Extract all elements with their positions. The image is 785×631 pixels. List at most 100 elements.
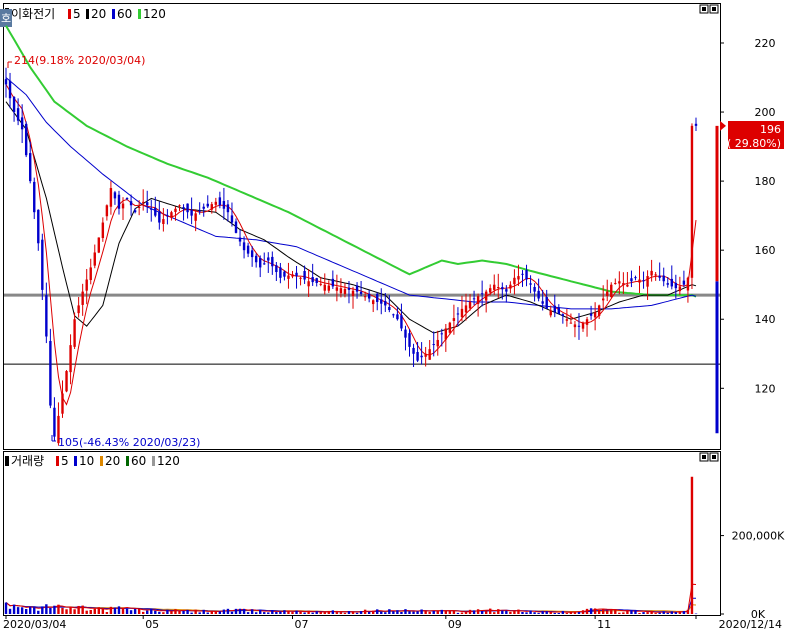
candle-body: [41, 239, 44, 290]
volume-bar: [279, 611, 282, 614]
volume-bar: [238, 608, 242, 614]
volume-bar: [162, 612, 165, 614]
volume-bar: [630, 610, 633, 614]
volume-bar: [81, 605, 84, 614]
legend-swatch: [86, 9, 89, 19]
volume-bar: [505, 610, 508, 614]
volume-bar: [16, 607, 20, 614]
volume-bar: [646, 612, 649, 614]
volume-bar: [291, 612, 294, 614]
price-panel-controls[interactable]: [699, 4, 719, 14]
candle-body: [150, 208, 153, 210]
legend-label: 120: [157, 454, 180, 468]
candle-body: [363, 296, 367, 298]
candle-body: [464, 305, 468, 313]
legend-swatch: [68, 9, 71, 19]
volume-panel-title: 거래량: [11, 454, 44, 468]
candle-body: [416, 352, 419, 361]
volume-legend: 거래량 5 10 20 60 120: [5, 454, 180, 468]
volume-bar: [618, 612, 621, 614]
y-tick-label: 180: [755, 175, 776, 188]
candle-body: [166, 215, 169, 217]
candle-body: [105, 205, 109, 217]
volume-bar: [150, 608, 153, 614]
x-tick-label: 07: [294, 618, 308, 631]
volume-bar: [335, 612, 339, 614]
candle-body: [359, 291, 363, 294]
ma20-line: [5, 101, 697, 334]
volume-bar: [557, 612, 561, 614]
candle-body: [343, 289, 347, 295]
volume-bar: [267, 612, 270, 614]
volume-bar: [178, 610, 181, 614]
volume-bar: [537, 613, 540, 614]
volume-bar: [65, 609, 68, 614]
volume-panel-controls[interactable]: [699, 452, 719, 462]
candle-body: [85, 279, 88, 291]
candle-body: [448, 322, 452, 333]
volume-bar: [452, 610, 456, 614]
candle-body: [226, 204, 230, 213]
candle-body: [331, 278, 335, 287]
candle-body: [606, 291, 609, 296]
candle-body: [125, 198, 129, 200]
volume-bar: [501, 610, 504, 614]
y-tick-label: 120: [755, 382, 776, 395]
candle-body: [557, 307, 561, 315]
current-price-pointer: [720, 120, 726, 131]
legend-marker: [5, 456, 9, 466]
volume-bar: [581, 610, 585, 614]
y-tick-label: 220: [755, 37, 776, 50]
volume-panel-frame: [3, 451, 721, 616]
candle-body: [133, 210, 137, 213]
side-badge[interactable]: [0, 9, 12, 27]
candle-body: [388, 306, 391, 311]
collapse-button-fill: [702, 7, 706, 11]
candle-body: [299, 277, 302, 279]
candle-body: [218, 197, 222, 206]
volume-bar: [363, 609, 367, 614]
volume-bar: [662, 611, 665, 614]
candle-body: [57, 415, 60, 444]
volume-bar: [460, 612, 464, 614]
candle-body: [182, 207, 185, 209]
candle-body: [198, 210, 201, 212]
volume-bar: [392, 611, 395, 614]
volume-bar: [246, 612, 250, 614]
collapse-button-fill: [702, 455, 706, 459]
volume-bar: [521, 611, 524, 614]
volume-bar: [263, 612, 266, 614]
volume-bar: [339, 612, 343, 614]
candle-body: [129, 201, 133, 206]
candle-body: [367, 293, 371, 299]
volume-bar: [141, 611, 145, 614]
volume-bar: [37, 610, 40, 614]
volume-bar: [359, 611, 363, 614]
candle-body: [371, 300, 375, 305]
candle-body: [614, 282, 617, 284]
candle-body: [339, 288, 343, 294]
volume-bar: [105, 612, 109, 614]
candle-body: [662, 275, 665, 282]
volume-bar: [166, 609, 169, 614]
legend-label: 60: [131, 454, 146, 468]
candle-body: [678, 286, 682, 292]
candle-body: [77, 305, 80, 314]
volume-bar: [77, 605, 80, 614]
candle-body: [456, 313, 460, 315]
volume-bar: [214, 611, 218, 614]
volume-bar: [432, 610, 435, 614]
volume-bar: [694, 613, 698, 615]
volume-bar: [388, 609, 391, 614]
legend-swatch: [100, 456, 103, 466]
candle-body: [355, 285, 359, 292]
candle-body: [509, 284, 512, 289]
legend-swatch: [74, 456, 77, 466]
candle-body: [561, 314, 565, 316]
candle-body: [323, 284, 326, 291]
candle-body: [214, 201, 218, 205]
candle-body: [319, 283, 322, 285]
current-price-badge: 196 ( 29.80%): [727, 121, 784, 150]
volume-bar: [533, 612, 536, 614]
